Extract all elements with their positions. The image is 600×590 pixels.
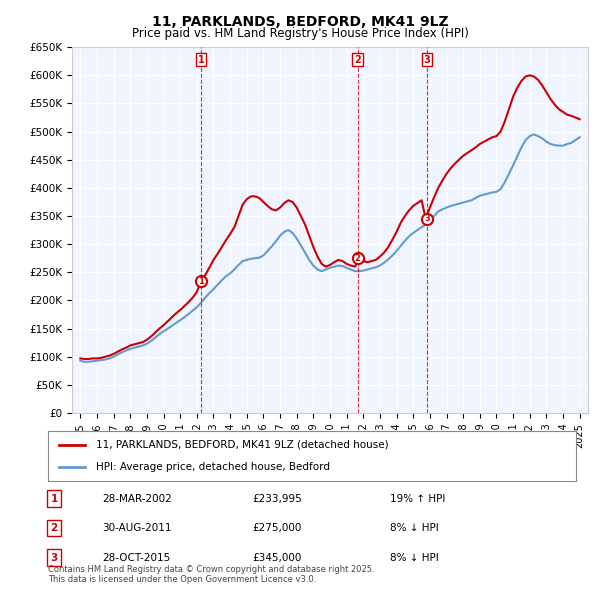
Text: 1: 1 [50, 494, 58, 503]
Text: 2: 2 [354, 54, 361, 64]
Text: 8% ↓ HPI: 8% ↓ HPI [390, 523, 439, 533]
Text: 19% ↑ HPI: 19% ↑ HPI [390, 494, 445, 503]
Text: 11, PARKLANDS, BEDFORD, MK41 9LZ (detached house): 11, PARKLANDS, BEDFORD, MK41 9LZ (detach… [95, 440, 388, 450]
Text: HPI: Average price, detached house, Bedford: HPI: Average price, detached house, Bedf… [95, 462, 329, 472]
Text: 1: 1 [198, 277, 204, 286]
Text: 28-MAR-2002: 28-MAR-2002 [102, 494, 172, 503]
Text: Contains HM Land Registry data © Crown copyright and database right 2025.
This d: Contains HM Land Registry data © Crown c… [48, 565, 374, 584]
Text: 3: 3 [424, 54, 430, 64]
Text: Price paid vs. HM Land Registry's House Price Index (HPI): Price paid vs. HM Land Registry's House … [131, 27, 469, 40]
Text: 3: 3 [424, 214, 430, 224]
Text: 8% ↓ HPI: 8% ↓ HPI [390, 553, 439, 562]
Text: 11, PARKLANDS, BEDFORD, MK41 9LZ: 11, PARKLANDS, BEDFORD, MK41 9LZ [152, 15, 448, 29]
Text: £345,000: £345,000 [252, 553, 301, 562]
Text: 2: 2 [50, 523, 58, 533]
Text: £233,995: £233,995 [252, 494, 302, 503]
Text: 1: 1 [197, 54, 204, 64]
Text: 30-AUG-2011: 30-AUG-2011 [102, 523, 172, 533]
Text: 2: 2 [355, 254, 361, 263]
Text: 3: 3 [50, 553, 58, 562]
Text: 28-OCT-2015: 28-OCT-2015 [102, 553, 170, 562]
Text: £275,000: £275,000 [252, 523, 301, 533]
